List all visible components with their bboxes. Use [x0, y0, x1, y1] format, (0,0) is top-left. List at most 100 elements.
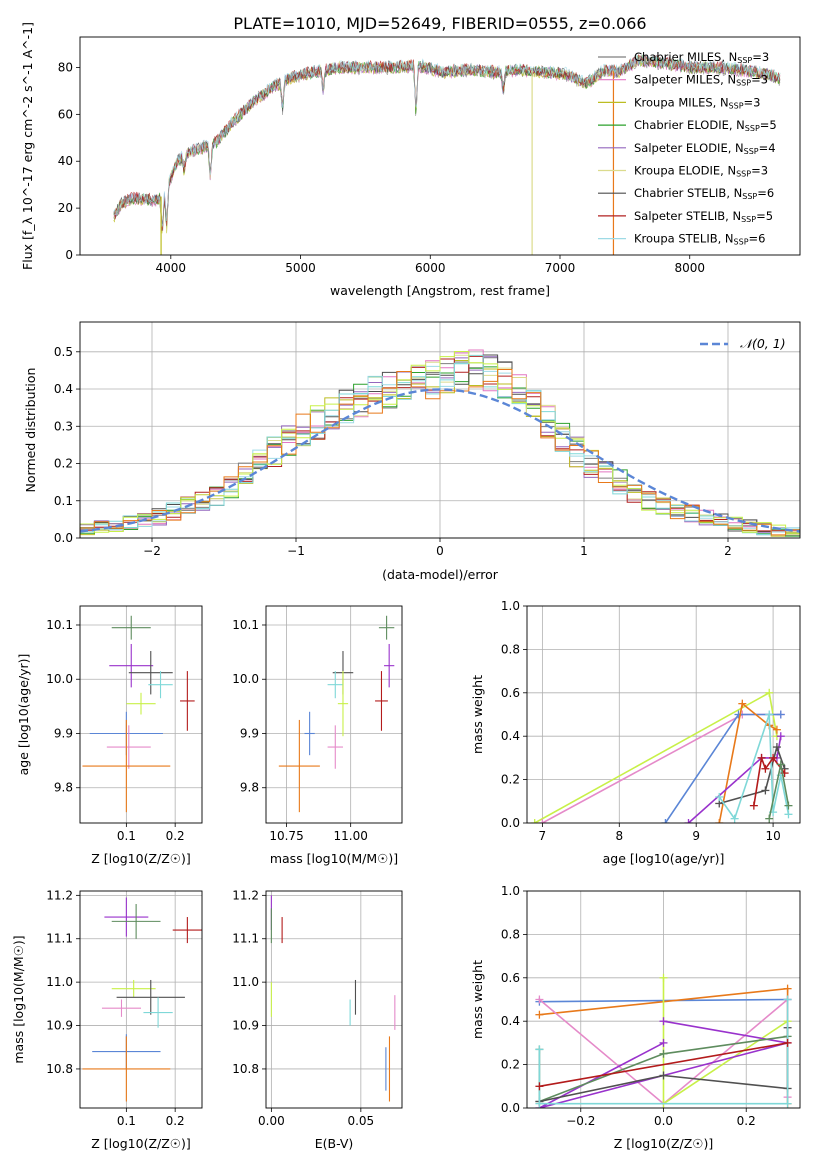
- y-tick-label: 1.0: [501, 884, 520, 898]
- x-tick-label: 5000: [285, 261, 316, 275]
- errorbar-point: [101, 999, 141, 1017]
- y-tick-label: 0.8: [501, 642, 520, 656]
- x-tick-label: 0: [436, 544, 444, 558]
- errorbar-point: [104, 897, 149, 937]
- legend-label: Kroupa MILES, NSSP=3: [634, 95, 760, 110]
- legend-label: Salpeter ELODIE, NSSP=4: [634, 141, 776, 156]
- y-tick-label: 0.1: [54, 494, 73, 508]
- x-axis-label: Z [log10(Z/Z☉)]: [91, 1136, 191, 1151]
- y-axis-label: Flux [f_λ 10^-17 erg cm^-2 s^-1 A^-1]: [20, 22, 35, 270]
- errorbar-points: [278, 615, 395, 813]
- x-tick-label: 8000: [674, 261, 705, 275]
- x-axis-label: wavelength [Angstrom, rest frame]: [330, 283, 550, 298]
- x-tick-label: 0.05: [347, 1114, 374, 1128]
- legend-label: Salpeter STELIB, NSSP=5: [634, 209, 773, 224]
- legend-label: Chabrier ELODIE, NSSP=5: [634, 118, 777, 133]
- y-tick-label: 11.1: [232, 932, 259, 946]
- errorbar-point: [327, 725, 343, 769]
- x-tick-label: 0.2: [166, 1114, 185, 1128]
- legend-label: Chabrier MILES, NSSP=3: [634, 50, 769, 65]
- y-tick-label: 9.9: [240, 726, 259, 740]
- errorbar-point: [111, 615, 151, 640]
- y-tick-label: 10.1: [46, 618, 73, 632]
- errorbar-point: [304, 711, 315, 756]
- y-tick-label: 9.9: [54, 726, 73, 740]
- x-tick-label: 0.0: [654, 1114, 673, 1128]
- residuals-panel: −2 −1 0 1 2 0.0 0.1 0.2 0.3 0.4 0.5 (data-model)/er…: [23, 321, 801, 582]
- axes-frame: [79, 36, 801, 256]
- y-tick-label: 80: [58, 60, 73, 74]
- y-tick-label: 10.8: [232, 1062, 259, 1076]
- y-tick-label: 0.0: [501, 1101, 520, 1115]
- y-tick-label: 10.9: [232, 1019, 259, 1033]
- grid: [266, 891, 402, 1108]
- weight-line: [718, 714, 790, 821]
- x-tick-label: 0.00: [258, 1114, 285, 1128]
- y-axis-label: Normed distribution: [23, 368, 38, 493]
- y-tick-label: 9.8: [54, 781, 73, 795]
- y-tick-label: 10.9: [46, 1019, 73, 1033]
- errorbar-points: [82, 615, 195, 813]
- errorbar-point: [172, 917, 202, 944]
- histogram-series: [79, 351, 800, 538]
- x-tick-label: 10: [765, 829, 780, 843]
- errorbar-point: [109, 643, 154, 688]
- y-tick-label: 11.2: [232, 888, 259, 902]
- weight-line: [718, 702, 778, 823]
- y-tick-label: 40: [58, 154, 73, 168]
- y-tick-label: 20: [58, 201, 73, 215]
- y-tick-label: 10.1: [232, 618, 259, 632]
- errorbar-point: [375, 671, 388, 731]
- errorbar-point: [327, 671, 343, 699]
- legend-label: Salpeter MILES, NSSP=3: [634, 73, 768, 88]
- errorbar-point: [180, 671, 195, 731]
- errorbar-point: [116, 979, 185, 1015]
- y-tick-label: 11.0: [46, 975, 73, 989]
- x-tick-label: 2: [724, 544, 732, 558]
- y-axis-label: mass weight: [470, 960, 485, 1039]
- y-tick-label: 11.0: [232, 975, 259, 989]
- y-tick-label: 0: [65, 248, 73, 262]
- axes-frame: [79, 605, 203, 824]
- grid: [527, 605, 800, 824]
- errorbar-point: [111, 904, 161, 939]
- x-axis-label: age [log10(age/yr)]: [603, 851, 725, 866]
- weight-line: [538, 999, 789, 1105]
- y-tick-label: 1.0: [501, 599, 520, 613]
- x-tick-label: 9: [692, 829, 700, 843]
- y-tick-label: 0.4: [501, 729, 520, 743]
- x-tick-label: 0.2: [166, 829, 185, 843]
- errorbar-point: [337, 671, 349, 737]
- y-tick-label: 10.0: [46, 672, 73, 686]
- x-tick-label: 0.1: [117, 829, 136, 843]
- weight-line: [542, 713, 781, 823]
- y-tick-label: 0.6: [501, 686, 520, 700]
- x-tick-label: −0.2: [566, 1114, 595, 1128]
- legend-label: Kroupa ELODIE, NSSP=3: [634, 164, 768, 179]
- y-tick-label: 0.4: [54, 382, 73, 396]
- y-tick-label: 0.2: [501, 1058, 520, 1072]
- x-tick-label: 10.75: [269, 829, 303, 843]
- y-axis-label: mass [log10(M/M☉)]: [11, 935, 26, 1063]
- errorbar-point: [378, 615, 395, 640]
- x-tick-label: 11.00: [333, 829, 367, 843]
- errorbar-point: [148, 671, 173, 699]
- x-axis-label: (data-model)/error: [382, 567, 499, 582]
- x-tick-label: −2: [143, 544, 161, 558]
- axes-frame: [526, 605, 801, 824]
- normal-curve: [79, 388, 801, 533]
- errorbar-point: [111, 979, 156, 998]
- mass-vs-z-panel: 0.1 0.2 10.8 10.9 11.0 11.1 11.2 Z [log10(Z/Z☉)…: [11, 888, 203, 1151]
- y-axis-label: mass weight: [470, 675, 485, 754]
- x-tick-label: 0.1: [117, 1114, 136, 1128]
- weight-vs-z-panel: −0.2 0.0 0.2 0.0 0.2 0.4 0.6 0.8 1.0 Z [log10(Z/Z…: [470, 884, 801, 1151]
- figure-title: PLATE=1010, MJD=52649, FIBERID=0555, z=0…: [233, 14, 646, 33]
- y-tick-label: 0.5: [54, 345, 73, 359]
- errorbar-point: [384, 643, 395, 688]
- x-tick-label: 1: [580, 544, 588, 558]
- errorbar-point: [126, 692, 156, 715]
- x-axis-label: E(B-V): [315, 1136, 354, 1151]
- y-tick-label: 10.8: [46, 1062, 73, 1076]
- grid: [80, 891, 202, 1108]
